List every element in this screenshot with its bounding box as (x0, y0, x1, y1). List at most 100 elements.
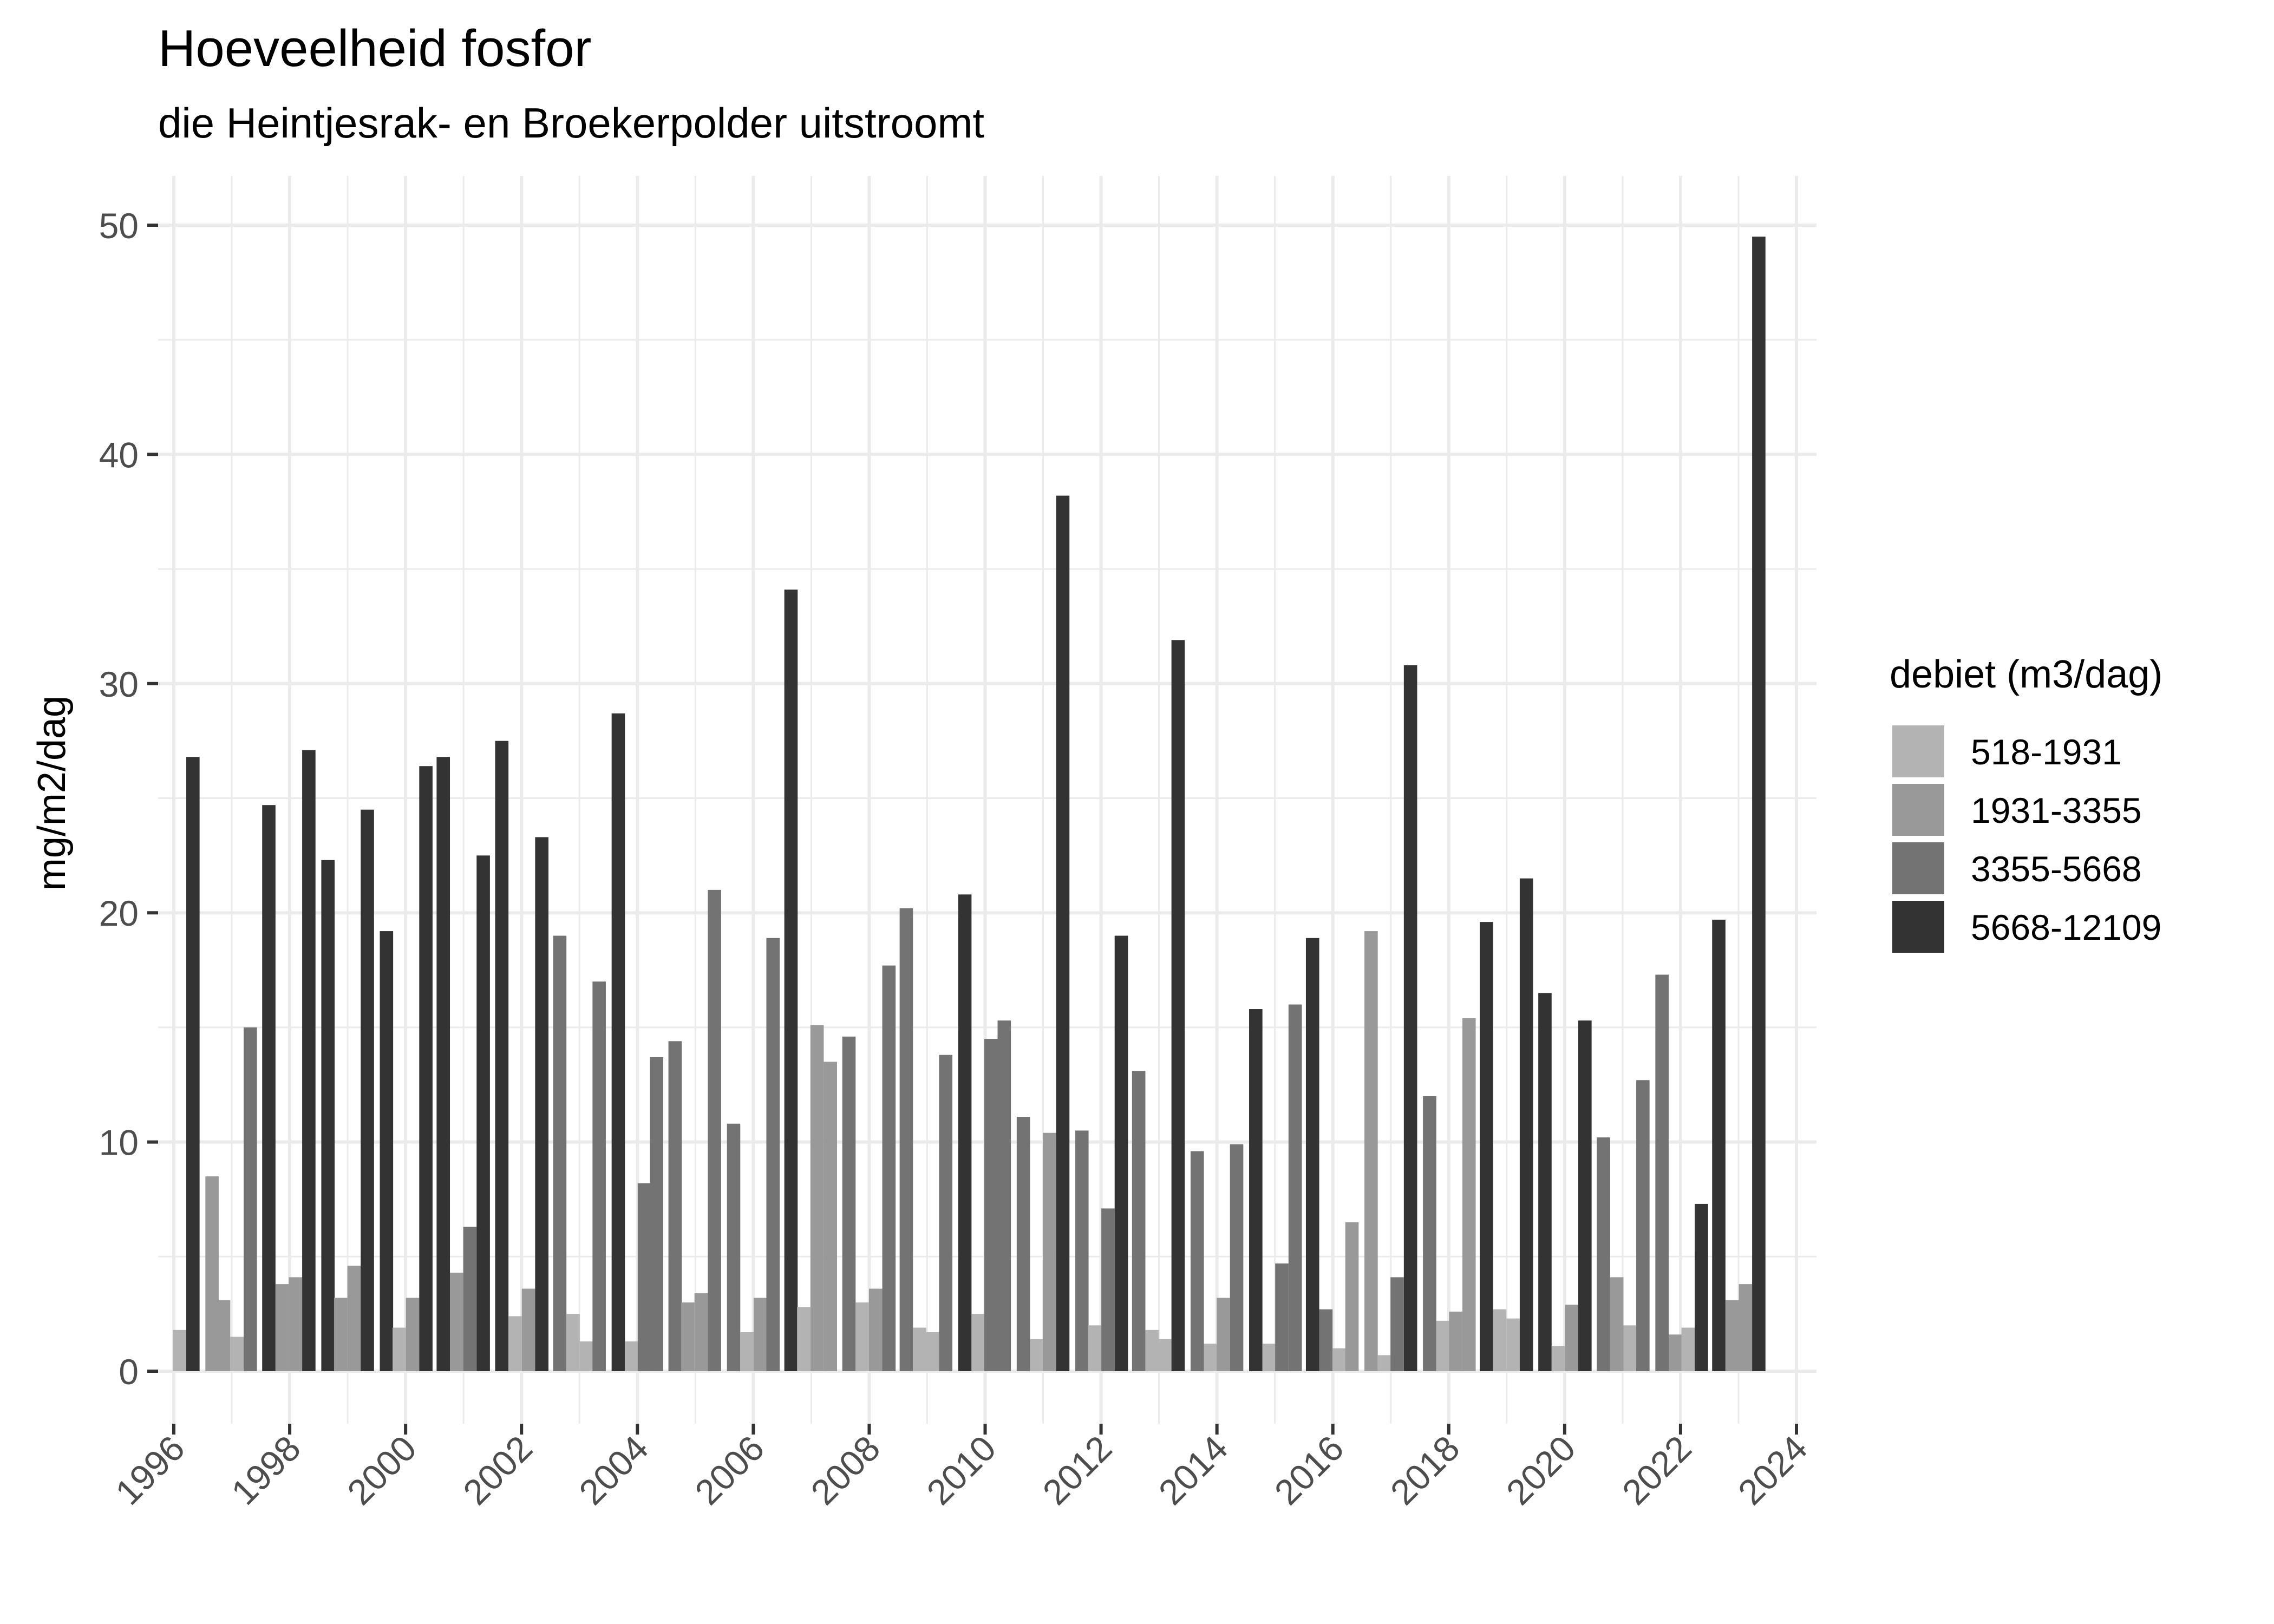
bar (740, 1332, 754, 1371)
y-axis: 0 10 20 30 40 50 (99, 206, 158, 1392)
legend-label: 1931-3355 (1971, 790, 2142, 830)
bar (1668, 1334, 1682, 1371)
bar (1423, 1096, 1436, 1371)
bar (535, 837, 548, 1371)
bar (650, 1057, 663, 1371)
bar (637, 1183, 651, 1371)
bar (1204, 1344, 1218, 1371)
bar (1712, 919, 1726, 1371)
bar (1551, 1346, 1565, 1371)
bar (1132, 1071, 1146, 1371)
bar (450, 1272, 463, 1371)
bar (579, 1341, 593, 1371)
y-tick-label: 40 (99, 435, 139, 475)
bar (766, 938, 780, 1371)
bar (508, 1316, 522, 1371)
bar (1462, 1018, 1476, 1371)
bar (971, 1314, 985, 1371)
bar (321, 860, 335, 1371)
bar (1275, 1263, 1289, 1371)
bar (1262, 1344, 1276, 1371)
bar (1145, 1330, 1159, 1371)
bar (1016, 1117, 1030, 1371)
bar (463, 1227, 477, 1371)
bar (681, 1302, 695, 1371)
bar (1364, 931, 1378, 1371)
y-tick-label: 10 (99, 1123, 139, 1163)
bar (868, 1288, 883, 1371)
y-tick-label: 0 (119, 1352, 139, 1392)
bar (1436, 1320, 1450, 1371)
bar (275, 1284, 289, 1371)
bar (289, 1277, 303, 1371)
y-tick-label: 50 (99, 206, 139, 246)
bar (380, 931, 394, 1371)
bar (611, 713, 625, 1371)
bar (1101, 1208, 1115, 1371)
bar (302, 750, 316, 1371)
bar (1519, 878, 1533, 1371)
bar (1075, 1130, 1089, 1371)
bar (1249, 1009, 1263, 1371)
bar (727, 1123, 741, 1371)
bar (186, 757, 200, 1371)
legend-label: 3355-5668 (1971, 849, 2142, 889)
y-tick-label: 20 (99, 893, 139, 933)
bar (1739, 1284, 1753, 1371)
bar (694, 1293, 708, 1371)
bar (1623, 1325, 1637, 1371)
y-axis-title: mg/m2/dag (30, 696, 74, 890)
bar (406, 1298, 420, 1371)
bar (217, 1300, 231, 1371)
bar (842, 1036, 856, 1371)
bar (1088, 1325, 1102, 1371)
bar (393, 1327, 406, 1371)
bar (984, 1039, 998, 1371)
bar (797, 1307, 811, 1371)
bar (913, 1327, 926, 1371)
bar (205, 1176, 219, 1371)
bar (521, 1288, 535, 1371)
bar (553, 935, 567, 1371)
bar (173, 1330, 187, 1371)
bar (1610, 1277, 1624, 1371)
bar (1449, 1311, 1462, 1371)
bar (1565, 1305, 1579, 1371)
bar (668, 1041, 682, 1371)
bar (1681, 1327, 1695, 1371)
bar (958, 894, 972, 1371)
chart-title: Hoeveelheid fosfor (158, 19, 591, 77)
chart-subtitle: die Heintjesrak- en Broekerpolder uitstr… (158, 99, 984, 147)
bar (361, 809, 374, 1371)
bar (476, 855, 490, 1371)
bar (1305, 938, 1319, 1371)
bar (436, 757, 450, 1371)
bar (1030, 1339, 1044, 1371)
bar (1506, 1318, 1520, 1371)
bar (1190, 1151, 1204, 1371)
bar (1056, 495, 1070, 1371)
bar (997, 1020, 1011, 1371)
bar (566, 1314, 580, 1371)
bar (939, 1055, 953, 1371)
bar (810, 1025, 824, 1371)
bar (1114, 935, 1128, 1371)
bar (1695, 1203, 1708, 1371)
bar (230, 1337, 244, 1371)
bar (1043, 1132, 1056, 1371)
bar (1158, 1339, 1172, 1371)
bar (495, 741, 509, 1371)
bar (753, 1298, 767, 1371)
bar (882, 965, 896, 1371)
bar (784, 590, 798, 1371)
bar (1332, 1348, 1346, 1371)
legend-label: 518-1931 (1971, 732, 2122, 772)
bar (1480, 922, 1493, 1371)
bar (1403, 665, 1417, 1371)
legend-items: 518-1931 1931-3355 3355-5668 5668-12109 (1892, 725, 2161, 953)
legend-title: debiet (m3/dag) (1890, 653, 2162, 696)
legend-swatch (1892, 842, 1944, 894)
bar (419, 766, 433, 1371)
bar (625, 1341, 638, 1371)
